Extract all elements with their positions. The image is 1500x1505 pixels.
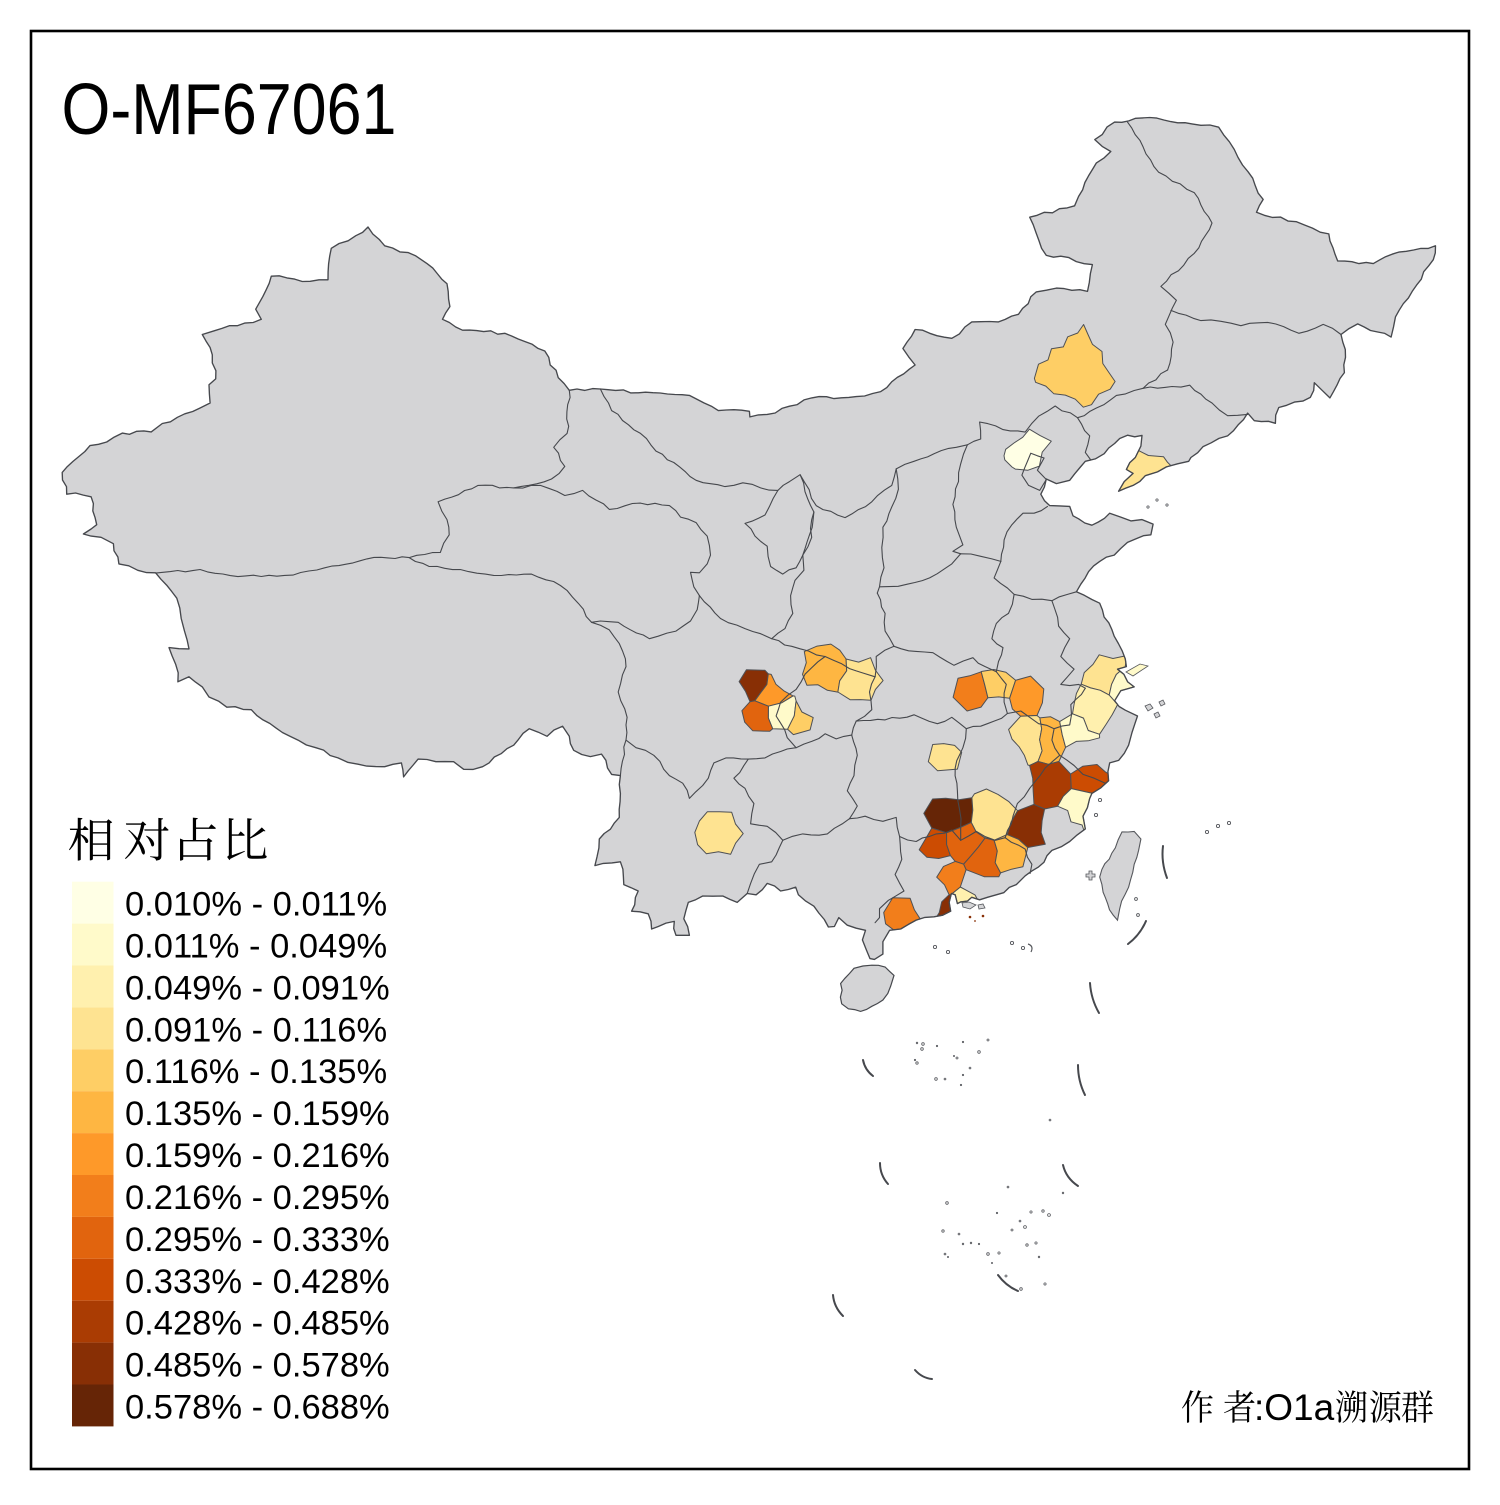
svg-text:0.428% - 0.485%: 0.428% - 0.485% (125, 1305, 390, 1343)
svg-text:0.295% - 0.333%: 0.295% - 0.333% (125, 1221, 390, 1259)
svg-text:0.049% - 0.091%: 0.049% - 0.091% (125, 970, 390, 1008)
svg-text:0.578% - 0.688%: 0.578% - 0.688% (125, 1389, 390, 1427)
svg-text:0.010% - 0.011%: 0.010% - 0.011% (125, 886, 387, 924)
svg-text:0.485% - 0.578%: 0.485% - 0.578% (125, 1347, 390, 1385)
svg-text:O-MF67061: O-MF67061 (62, 70, 397, 150)
svg-text:0.011% - 0.049%: 0.011% - 0.049% (125, 928, 387, 966)
svg-text:0.116% - 0.135%: 0.116% - 0.135% (125, 1053, 387, 1091)
svg-text:0.091% - 0.116%: 0.091% - 0.116% (125, 1011, 387, 1049)
svg-text:0.216% - 0.295%: 0.216% - 0.295% (125, 1179, 390, 1217)
svg-text:0.333% - 0.428%: 0.333% - 0.428% (125, 1263, 390, 1301)
svg-text:0.159% - 0.216%: 0.159% - 0.216% (125, 1137, 390, 1175)
svg-text:0.135% - 0.159%: 0.135% - 0.159% (125, 1095, 390, 1133)
svg-text::O1a: :O1a (1254, 1387, 1335, 1428)
